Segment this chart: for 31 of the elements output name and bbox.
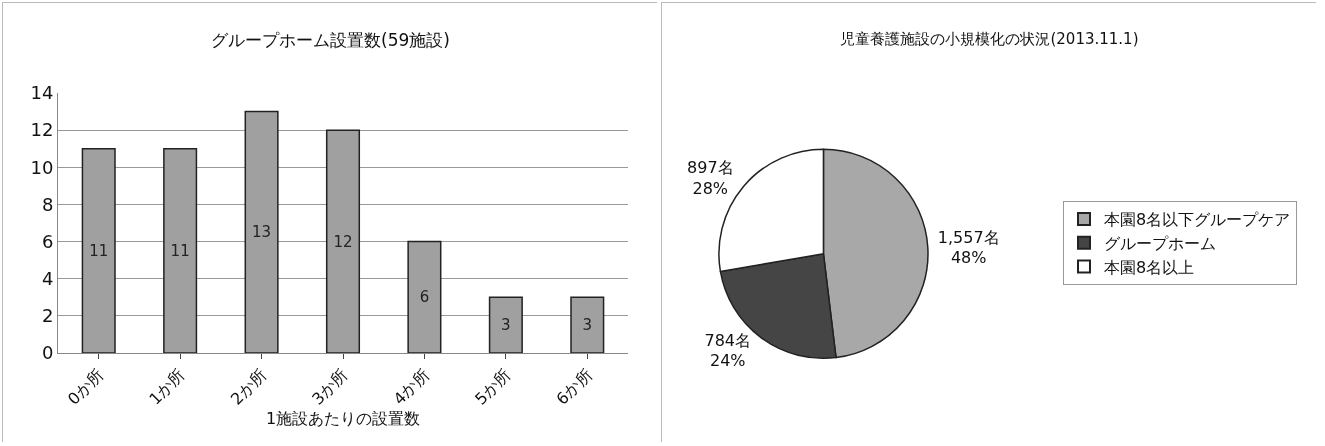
data-label: 1,557名 48% <box>937 227 1000 268</box>
data-label: 13 <box>252 223 272 242</box>
y-tick-label: 12 <box>30 119 54 141</box>
x-tick-label: 3か所 <box>308 365 352 409</box>
y-tick-label: 4 <box>41 268 54 290</box>
chart-title: グループホーム設置数(59施設) <box>211 29 450 50</box>
x-axis-title: 1施設あたりの設置数 <box>265 409 421 429</box>
x-tick-label: 6か所 <box>552 365 596 409</box>
data-label: 6 <box>419 288 430 307</box>
data-label: 3 <box>582 316 593 335</box>
legend-label: グループホーム <box>1104 233 1216 253</box>
data-label: 12 <box>333 232 353 251</box>
y-tick-label: 14 <box>30 82 54 104</box>
y-tick-label: 10 <box>30 156 54 178</box>
data-label: 3 <box>501 316 511 335</box>
data-label: 11 <box>170 241 190 260</box>
y-tick-label: 0 <box>41 342 54 364</box>
data-label: 784名 24% <box>704 330 752 371</box>
x-tick-label: 1か所 <box>145 365 189 409</box>
x-tick-label: 4か所 <box>389 365 433 409</box>
y-tick-label: 8 <box>41 193 54 215</box>
y-tick-label: 6 <box>41 230 54 252</box>
data-label: 897名 28% <box>687 158 734 199</box>
x-tick-label: 2か所 <box>226 365 271 409</box>
x-tick-label: 0か所 <box>63 365 108 409</box>
x-tick-label: 5か所 <box>471 365 515 409</box>
legend-label: 本園8名以下グループケア <box>1104 210 1291 230</box>
chart-title: 児童養護施設の小規模化の状況(2013.11.1) <box>840 30 1139 49</box>
legend-label: 本園8名以上 <box>1104 257 1195 277</box>
y-tick-label: 2 <box>41 305 54 327</box>
data-label: 11 <box>89 241 109 260</box>
